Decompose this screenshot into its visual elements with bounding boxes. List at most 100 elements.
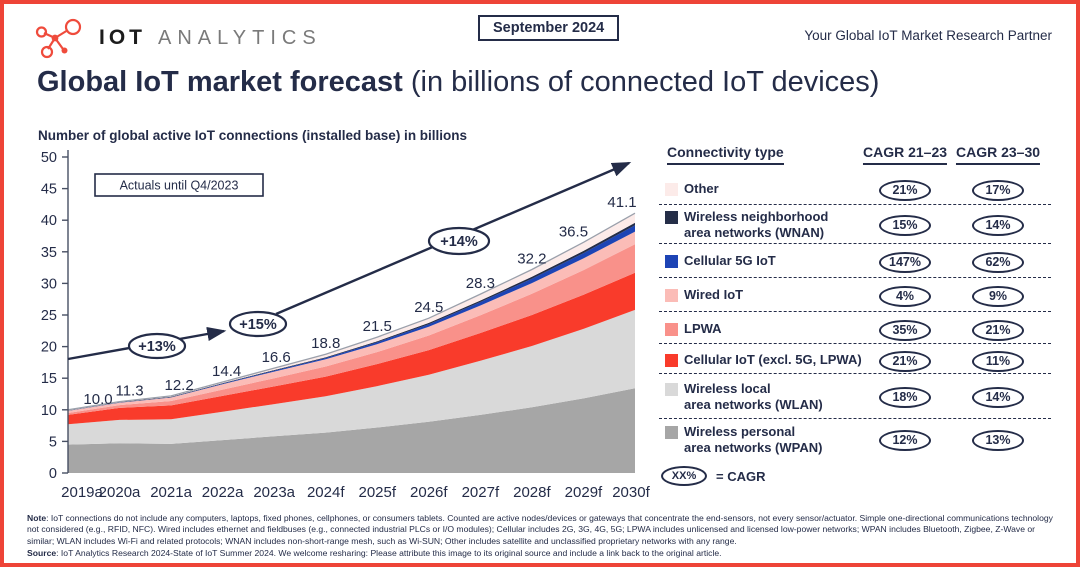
legend-row-divider <box>659 204 1051 205</box>
legend-cagr-23-30: 13% <box>972 429 1024 451</box>
legend-swatch <box>665 255 678 268</box>
legend-cagr-23-30: 14% <box>972 214 1024 236</box>
page-title: Global IoT market forecast (in billions … <box>37 66 879 99</box>
cagr-oval <box>427 226 491 256</box>
total-label: 21.5 <box>363 318 392 335</box>
legend-cagr-23-30: 11% <box>972 350 1024 372</box>
chart-title: Number of global active IoT connections … <box>38 128 468 143</box>
x-tick-label: 2021a <box>150 484 192 501</box>
legend-cagr-23-30: 14% <box>972 386 1024 408</box>
page-title-main: Global IoT market forecast <box>37 66 403 98</box>
legend-swatch <box>665 323 678 336</box>
legend-row-divider <box>659 373 1051 374</box>
x-tick-label: 2019a <box>61 484 103 501</box>
legend-row: Wireless neighborhood area networks (WNAN… <box>665 209 828 241</box>
x-tick-label: 2023a <box>253 484 295 501</box>
y-tick-label: 20 <box>41 340 57 356</box>
legend-swatch <box>665 383 678 396</box>
cagr-key-text: = CAGR <box>716 469 766 484</box>
legend-label: Cellular 5G IoT <box>684 253 776 268</box>
total-label: 11.3 <box>115 383 143 400</box>
cagr-oval-label: +13% <box>138 339 176 355</box>
area-layer <box>68 388 635 473</box>
legend-label: Cellular IoT (excl. 5G, LPWA) <box>684 352 862 367</box>
legend-swatch <box>665 354 678 367</box>
legend-row-divider <box>659 343 1051 344</box>
legend-row: Cellular IoT (excl. 5G, LPWA) <box>665 352 862 368</box>
y-tick-label: 10 <box>41 403 57 419</box>
y-tick-label: 35 <box>41 245 57 261</box>
y-tick-label: 40 <box>41 213 57 229</box>
legend-label: Wireless local area networks (WLAN) <box>684 381 823 412</box>
y-tick-label: 25 <box>41 308 57 324</box>
total-label: 12.2 <box>164 377 193 394</box>
legend-cagr-21-23: 12% <box>879 429 931 451</box>
total-label: 24.5 <box>414 299 443 316</box>
date-badge: September 2024 <box>478 15 620 41</box>
iot-analytics-molecule-icon <box>35 18 82 59</box>
legend-swatch <box>665 183 678 196</box>
legend-cagr-21-23: 15% <box>879 214 931 236</box>
x-tick-label: 2026f <box>410 484 448 501</box>
note-label: Note <box>27 513 47 523</box>
page-title-suffix: (in billions of connected IoT devices) <box>402 66 880 98</box>
x-tick-label: 2027f <box>462 484 500 501</box>
legend-row: Wireless local area networks (WLAN) <box>665 381 823 413</box>
legend-row-divider <box>659 243 1051 244</box>
y-tick-label: 15 <box>41 371 57 387</box>
stack-top-line <box>67 212 636 411</box>
legend-cagr-21-23: 21% <box>879 179 931 201</box>
actuals-note-label: Actuals until Q4/2023 <box>120 179 239 193</box>
footnote: Note: IoT connections do not include any… <box>27 513 1055 559</box>
legend-label: Other <box>684 181 719 196</box>
x-tick-label: 2022a <box>202 484 244 501</box>
total-label: 10.0 <box>83 391 112 408</box>
y-tick-label: 5 <box>49 434 57 450</box>
legend-cagr-21-23: 35% <box>879 319 931 341</box>
brand-name: IOT <box>99 26 146 49</box>
legend-swatch <box>665 289 678 302</box>
legend-cagr-23-30: 62% <box>972 251 1024 273</box>
cagr-key-oval: XX% <box>661 466 707 486</box>
legend-cagr-21-23: 4% <box>879 285 931 307</box>
cagr-oval <box>228 310 288 338</box>
legend-row-divider <box>659 277 1051 278</box>
legend-row: Other <box>665 181 719 197</box>
legend-row: Wireless personal area networks (WPAN) <box>665 424 822 456</box>
y-tick-label: 30 <box>41 276 57 292</box>
total-label: 18.8 <box>311 335 340 352</box>
legend-label: Wireless personal area networks (WPAN) <box>684 424 823 455</box>
legend-cagr-23-30: 17% <box>972 179 1024 201</box>
source-label: Source <box>27 547 57 558</box>
x-tick-label: 2029f <box>565 484 603 501</box>
legend-cagr-21-23: 18% <box>879 386 931 408</box>
legend-label: Wireless neighborhood area networks (WNAN… <box>684 209 829 240</box>
legend-cagr-23-30: 9% <box>972 285 1024 307</box>
legend-swatch <box>665 426 678 439</box>
source-line: Source: IoT Analytics Research 2024-Stat… <box>27 548 1055 559</box>
area-layer <box>68 272 635 425</box>
total-label: 36.5 <box>559 223 588 240</box>
cagr-oval-label: +14% <box>440 234 478 250</box>
brand-name-analytics: ANALYTICS <box>158 27 322 49</box>
source-text: : IoT Analytics Research 2024-State of I… <box>56 547 722 558</box>
legend-row: Wired IoT <box>665 287 743 303</box>
legend-cagr-21-23: 21% <box>879 350 931 372</box>
cagr-oval <box>127 332 187 360</box>
area-layer <box>68 309 635 445</box>
x-tick-label: 2025f <box>358 484 396 501</box>
actuals-note-box <box>94 173 264 197</box>
legend-header-cagr-21-23: CAGR 21–23 <box>862 144 948 165</box>
y-tick-label: 50 <box>41 150 57 166</box>
x-tick-label: 2024f <box>307 484 345 501</box>
legend-cagr-21-23: 147% <box>879 251 931 273</box>
legend-row: LPWA <box>665 321 722 337</box>
note-text: : IoT connections do not include any com… <box>27 513 1053 546</box>
legend-label: LPWA <box>684 321 722 336</box>
x-tick-label: 2028f <box>513 484 551 501</box>
total-label: 41.1 <box>607 194 636 211</box>
legend-header-cagr-23-30: CAGR 23–30 <box>955 144 1041 165</box>
tagline: Your Global IoT Market Research Partner <box>804 28 1052 43</box>
note-line: Note: IoT connections do not include any… <box>27 513 1053 546</box>
